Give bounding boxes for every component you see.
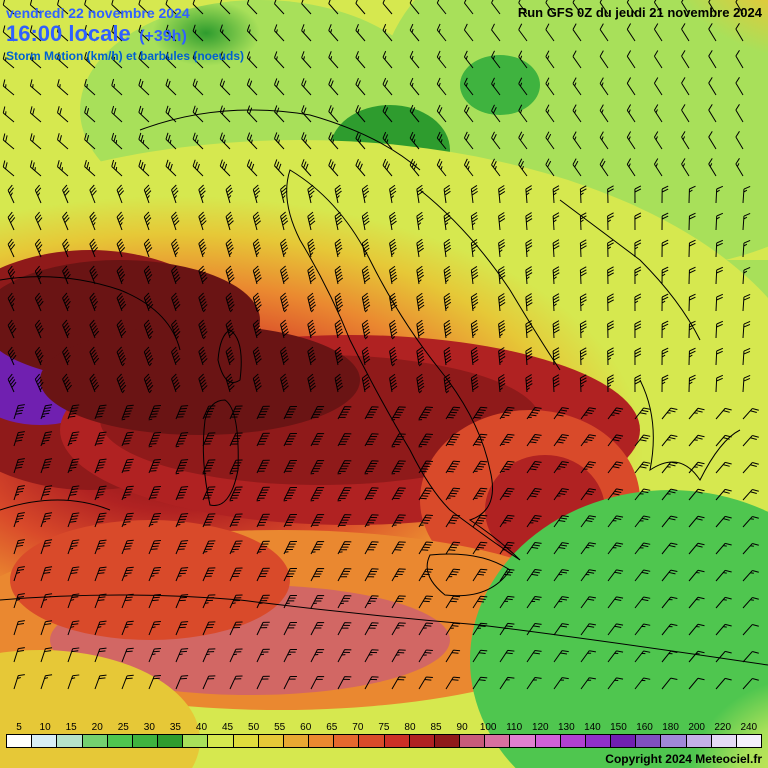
legend-tick: 30 <box>136 722 162 733</box>
legend-swatch <box>183 735 208 747</box>
valid-date: vendredi 22 novembre 2024 <box>6 5 244 21</box>
legend-tick: 40 <box>188 722 214 733</box>
legend-tick: 10 <box>32 722 58 733</box>
legend-swatch <box>636 735 661 747</box>
legend-swatch <box>234 735 259 747</box>
legend-swatch <box>460 735 485 747</box>
legend-tick: 45 <box>215 722 241 733</box>
legend-tick: 80 <box>397 722 423 733</box>
legend-tick: 50 <box>241 722 267 733</box>
legend-swatch <box>133 735 158 747</box>
map-field <box>0 0 768 768</box>
legend-swatch <box>108 735 133 747</box>
legend-swatch <box>737 735 761 747</box>
legend-swatch <box>586 735 611 747</box>
legend-tick: 130 <box>553 722 579 733</box>
legend-swatch <box>208 735 233 747</box>
parameter-name: Storm Motion (km/h) et barbules (noeuds) <box>6 50 244 64</box>
legend-swatch <box>385 735 410 747</box>
legend-tick: 120 <box>527 722 553 733</box>
model-run: Run GFS 0Z du jeudi 21 novembre 2024 <box>518 5 762 20</box>
valid-time: 16:00 locale <box>6 21 131 46</box>
legend-tick: 65 <box>319 722 345 733</box>
legend-tick: 240 <box>736 722 762 733</box>
legend-swatches <box>6 734 762 748</box>
legend-swatch <box>611 735 636 747</box>
legend-swatch <box>259 735 284 747</box>
legend-swatch <box>7 735 32 747</box>
copyright: Copyright 2024 Meteociel.fr <box>605 752 762 766</box>
legend-tick: 15 <box>58 722 84 733</box>
legend-tick: 200 <box>684 722 710 733</box>
legend-tick: 75 <box>371 722 397 733</box>
legend-tick: 220 <box>710 722 736 733</box>
legend-swatch <box>158 735 183 747</box>
legend-tick: 35 <box>162 722 188 733</box>
legend-tick: 180 <box>658 722 684 733</box>
legend-tick: 70 <box>345 722 371 733</box>
legend-tick: 150 <box>605 722 631 733</box>
legend-tick: 60 <box>293 722 319 733</box>
legend-tick: 20 <box>84 722 110 733</box>
legend-swatch <box>309 735 334 747</box>
legend-swatch <box>359 735 384 747</box>
legend-tick: 100 <box>475 722 501 733</box>
legend-swatch <box>561 735 586 747</box>
legend-swatch <box>410 735 435 747</box>
legend-swatch <box>435 735 460 747</box>
legend-swatch <box>661 735 686 747</box>
legend-swatch <box>57 735 82 747</box>
legend-tick: 55 <box>267 722 293 733</box>
weather-map-container: vendredi 22 novembre 2024 16:00 locale (… <box>0 0 768 768</box>
legend-swatch <box>284 735 309 747</box>
legend-swatch <box>687 735 712 747</box>
color-legend: 5101520253035404550556065707580859010011… <box>6 722 762 748</box>
legend-tick: 25 <box>110 722 136 733</box>
legend-swatch <box>83 735 108 747</box>
legend-tick: 110 <box>501 722 527 733</box>
legend-swatch <box>712 735 737 747</box>
legend-tick: 160 <box>632 722 658 733</box>
legend-swatch <box>334 735 359 747</box>
legend-tick: 90 <box>449 722 475 733</box>
legend-swatch <box>510 735 535 747</box>
legend-swatch <box>536 735 561 747</box>
legend-tick: 85 <box>423 722 449 733</box>
lead-time: (+39h) <box>139 28 187 45</box>
legend-swatch <box>485 735 510 747</box>
legend-tick: 140 <box>579 722 605 733</box>
legend-labels: 5101520253035404550556065707580859010011… <box>6 722 762 733</box>
legend-swatch <box>32 735 57 747</box>
map-header: vendredi 22 novembre 2024 16:00 locale (… <box>6 5 244 64</box>
legend-tick: 5 <box>6 722 32 733</box>
